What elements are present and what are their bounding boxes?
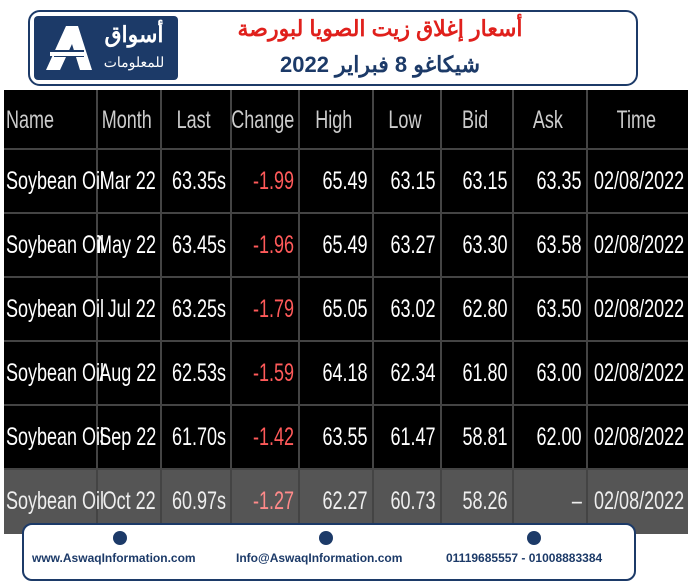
row-divider <box>4 148 688 150</box>
cell: 61.80 <box>462 358 508 387</box>
cell: Soybean Oil <box>6 486 105 515</box>
logo-name: أسواق <box>104 22 164 47</box>
cell: Aug 22 <box>98 358 156 387</box>
cell: Time <box>616 105 656 134</box>
cell: 63.15 <box>390 166 436 195</box>
cell: Low <box>388 105 422 134</box>
website: www.AswaqInformation.com <box>32 551 196 565</box>
logo: أسواق للمعلومات <box>34 16 178 80</box>
cell: 60.73 <box>390 486 436 515</box>
cell: 63.00 <box>536 358 582 387</box>
cell: Mar 22 <box>99 166 156 195</box>
row-divider <box>4 276 688 278</box>
cell: -1.79 <box>252 294 294 323</box>
cell: 61.47 <box>390 422 436 451</box>
cell: 58.81 <box>462 422 508 451</box>
cell: Month <box>101 105 153 134</box>
cell: -1.42 <box>252 422 294 451</box>
cell: 62.53s <box>171 358 226 387</box>
cell: Soybean Oil <box>6 230 105 259</box>
cell: 63.58 <box>536 230 582 259</box>
cell: Soybean Oil <box>6 422 105 451</box>
cell: 63.02 <box>390 294 436 323</box>
cell: -1.96 <box>252 230 294 259</box>
column-divider <box>512 90 514 530</box>
web-icon <box>113 531 127 545</box>
row-divider <box>4 212 688 214</box>
cell: -1.59 <box>252 358 294 387</box>
column-divider <box>586 90 588 530</box>
cell: 63.55 <box>322 422 368 451</box>
row-divider <box>4 404 688 406</box>
cell: Soybean Oil <box>6 358 105 387</box>
email: Info@AswaqInformation.com <box>236 551 403 565</box>
cell: 60.97s <box>171 486 226 515</box>
cell: 63.45s <box>171 230 226 259</box>
cell: 02/08/2022 <box>593 358 684 387</box>
cell: – <box>571 486 582 515</box>
cell: Jul 22 <box>107 294 156 323</box>
cell: Sep 22 <box>98 422 156 451</box>
logo-icon <box>46 26 92 70</box>
cell: 63.35s <box>171 166 226 195</box>
phone-icon <box>527 531 541 545</box>
cell: Oct 22 <box>102 486 156 515</box>
cell: 02/08/2022 <box>593 294 684 323</box>
cell: 62.27 <box>322 486 368 515</box>
cell: Bid <box>461 105 489 134</box>
phones: 01119685557 - 01008883384 <box>446 551 603 565</box>
cell: 63.25s <box>171 294 226 323</box>
cell: 63.35 <box>536 166 582 195</box>
cell: 61.70s <box>171 422 226 451</box>
cell: Name <box>6 105 55 134</box>
table: Name Month Last Change High Low Bid Ask Time Soyb… <box>4 90 688 534</box>
cell: 02/08/2022 <box>593 166 684 195</box>
cell: Ask <box>532 105 564 134</box>
cell: Last <box>176 105 212 134</box>
column-divider <box>96 90 98 530</box>
cell: Soybean Oil <box>6 166 105 195</box>
cell: High <box>315 105 353 134</box>
cell: 65.49 <box>322 230 368 259</box>
cell: 62.00 <box>536 422 582 451</box>
cell: 63.15 <box>462 166 508 195</box>
logo-subtitle: للمعلومات <box>103 54 165 70</box>
cell: May 22 <box>96 230 156 259</box>
cell: 02/08/2022 <box>593 422 684 451</box>
cell: -1.27 <box>252 486 294 515</box>
cell: Change <box>231 105 295 134</box>
column-divider <box>298 90 300 530</box>
cell: 64.18 <box>322 358 368 387</box>
cell: 02/08/2022 <box>593 486 684 515</box>
row-divider <box>4 468 688 470</box>
title-line: أسعار إغلاق زيت الصويا لبورصة <box>237 16 523 41</box>
column-divider <box>160 90 162 530</box>
cell: 62.34 <box>390 358 436 387</box>
mail-icon <box>319 531 333 545</box>
column-divider <box>372 90 374 530</box>
cell: 02/08/2022 <box>593 230 684 259</box>
row-divider <box>4 340 688 342</box>
cell: 58.26 <box>462 486 508 515</box>
column-divider <box>230 90 232 530</box>
cell: 63.50 <box>536 294 582 323</box>
column-divider <box>440 90 442 530</box>
cell: Soybean Oil <box>6 294 105 323</box>
cell: 62.80 <box>462 294 508 323</box>
cell: 65.05 <box>322 294 368 323</box>
cell: 63.30 <box>462 230 508 259</box>
cell: -1.99 <box>252 166 294 195</box>
cell: 63.27 <box>390 230 436 259</box>
title-line: شيكاغو 8 فبراير 2022 <box>279 52 481 77</box>
cell: 65.49 <box>322 166 368 195</box>
